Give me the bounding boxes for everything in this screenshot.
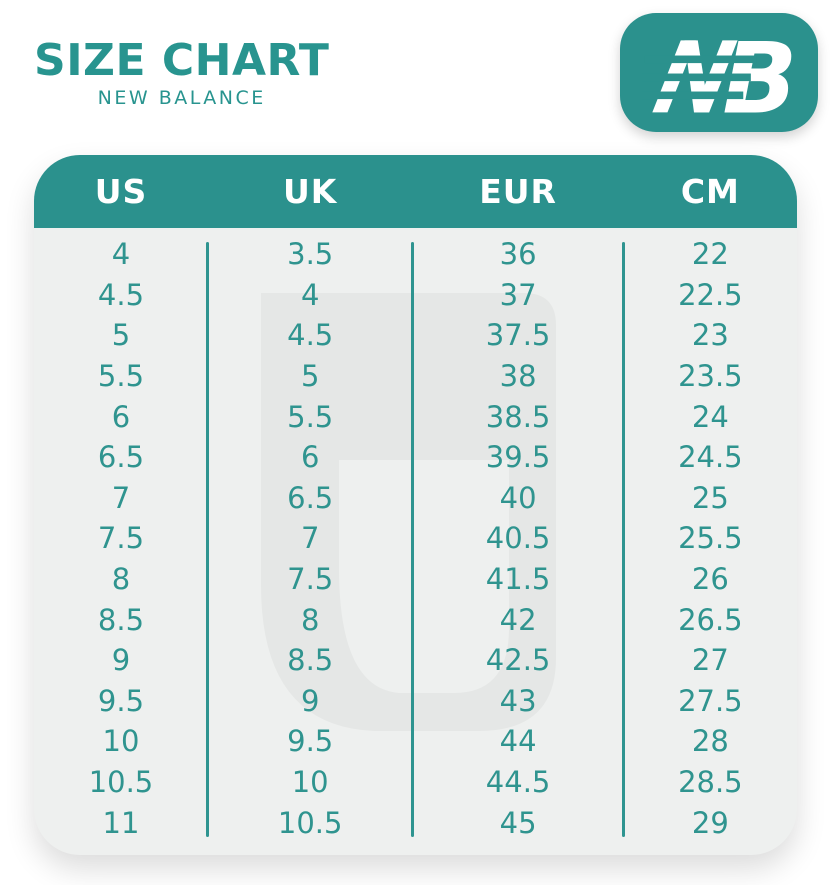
table-row: 7.5 7 40.5 25.5 <box>34 518 797 559</box>
size-cell-eur: 40 <box>499 480 537 515</box>
size-cell-uk: 7 <box>300 521 320 556</box>
size-cell-us: 8 <box>111 562 131 597</box>
column-header-uk: UK <box>283 172 338 211</box>
size-cell-cm: 26.5 <box>678 602 743 637</box>
size-cell-eur: 42.5 <box>485 643 551 678</box>
size-cell-cm: 24 <box>691 399 729 434</box>
size-cell-eur: 40.5 <box>485 521 551 556</box>
size-chart-table: US UK EUR CM 4 3.5 36 22 4.5 4 37 22.5 5 4.5 37.5 23 5.… <box>34 155 797 855</box>
table-row: 8.5 8 42 26.5 <box>34 599 797 640</box>
size-cell-uk: 8.5 <box>287 643 334 678</box>
size-cell-eur: 44.5 <box>485 765 551 800</box>
size-cell-uk: 10 <box>291 765 329 800</box>
table-row: 11 10.5 45 29 <box>34 802 797 843</box>
column-divider <box>410 242 414 837</box>
size-cell-uk: 9 <box>300 683 320 718</box>
size-cell-cm: 28 <box>691 724 729 759</box>
size-cell-uk: 8 <box>300 602 320 637</box>
column-header-cm: CM <box>680 172 740 211</box>
size-cell-eur: 42 <box>499 602 537 637</box>
size-cell-us: 6 <box>111 399 131 434</box>
table-row: 8 7.5 41.5 26 <box>34 559 797 600</box>
table-row: 4.5 4 37 22.5 <box>34 275 797 316</box>
size-cell-uk: 6.5 <box>287 480 334 515</box>
size-cell-cm: 22 <box>691 237 729 272</box>
size-cell-uk: 5.5 <box>287 399 334 434</box>
size-cell-cm: 23 <box>691 318 729 353</box>
size-cell-cm: 27.5 <box>678 683 743 718</box>
table-row: 7 6.5 40 25 <box>34 478 797 519</box>
size-cell-eur: 43 <box>499 683 537 718</box>
size-cell-us: 5.5 <box>97 359 145 394</box>
size-cell-eur: 44 <box>499 724 537 759</box>
table-row: 10 9.5 44 28 <box>34 721 797 762</box>
size-cell-eur: 37 <box>499 277 537 312</box>
size-cell-uk: 5 <box>300 359 320 394</box>
size-cell-cm: 26 <box>691 562 729 597</box>
size-cell-eur: 45 <box>499 805 537 840</box>
size-cell-cm: 24.5 <box>678 440 743 475</box>
size-cell-eur: 41.5 <box>485 562 551 597</box>
size-cell-eur: 37.5 <box>485 318 551 353</box>
table-row: 10.5 10 44.5 28.5 <box>34 762 797 803</box>
size-cell-eur: 38.5 <box>485 399 551 434</box>
size-cell-cm: 28.5 <box>678 765 743 800</box>
size-cell-us: 7.5 <box>97 521 145 556</box>
title-block: SIZE CHART NEW BALANCE <box>34 35 330 110</box>
table-rows: 4 3.5 36 22 4.5 4 37 22.5 5 4.5 37.5 23 5.5 5 38 23.5 6 5… <box>34 234 797 843</box>
size-cell-uk: 10.5 <box>277 805 343 840</box>
table-row: 4 3.5 36 22 <box>34 234 797 275</box>
table-header-row: US UK EUR CM <box>34 155 797 228</box>
size-cell-us: 5 <box>111 318 131 353</box>
column-header-eur: EUR <box>479 172 557 211</box>
table-row: 5.5 5 38 23.5 <box>34 356 797 397</box>
size-cell-us: 9 <box>111 643 131 678</box>
new-balance-logo-icon: B <box>642 29 798 119</box>
size-cell-cm: 25.5 <box>678 521 743 556</box>
size-cell-uk: 3.5 <box>287 237 334 272</box>
size-cell-uk: 4.5 <box>287 318 334 353</box>
table-row: 6 5.5 38.5 24 <box>34 396 797 437</box>
table-row: 6.5 6 39.5 24.5 <box>34 437 797 478</box>
size-cell-uk: 7.5 <box>287 562 334 597</box>
size-cell-uk: 4 <box>300 277 320 312</box>
size-cell-uk: 6 <box>300 440 320 475</box>
size-cell-us: 11 <box>102 805 140 840</box>
size-cell-us: 10.5 <box>88 765 154 800</box>
size-cell-us: 8.5 <box>97 602 145 637</box>
table-row: 9.5 9 43 27.5 <box>34 681 797 722</box>
brand-badge: B <box>620 13 818 132</box>
page-subtitle: NEW BALANCE <box>97 87 266 110</box>
column-header-us: US <box>94 172 148 211</box>
size-cell-cm: 23.5 <box>678 359 743 394</box>
page-title: SIZE CHART <box>34 35 330 86</box>
size-cell-us: 9.5 <box>97 683 145 718</box>
table-row: 9 8.5 42.5 27 <box>34 640 797 681</box>
size-cell-cm: 29 <box>691 805 729 840</box>
table-row: 5 4.5 37.5 23 <box>34 315 797 356</box>
size-cell-us: 6.5 <box>97 440 145 475</box>
size-cell-uk: 9.5 <box>287 724 334 759</box>
size-cell-us: 10 <box>102 724 140 759</box>
column-divider <box>622 242 626 837</box>
size-cell-us: 4 <box>111 237 131 272</box>
size-cell-cm: 25 <box>691 480 729 515</box>
size-cell-cm: 27 <box>691 643 729 678</box>
size-cell-us: 7 <box>111 480 131 515</box>
size-cell-cm: 22.5 <box>678 277 743 312</box>
size-cell-eur: 38 <box>499 359 537 394</box>
size-cell-eur: 39.5 <box>485 440 551 475</box>
column-divider <box>206 242 210 837</box>
table-body: 4 3.5 36 22 4.5 4 37 22.5 5 4.5 37.5 23 5.5 5 38 23.5 6 5… <box>34 228 797 855</box>
size-cell-us: 4.5 <box>97 277 145 312</box>
size-cell-eur: 36 <box>499 237 537 272</box>
